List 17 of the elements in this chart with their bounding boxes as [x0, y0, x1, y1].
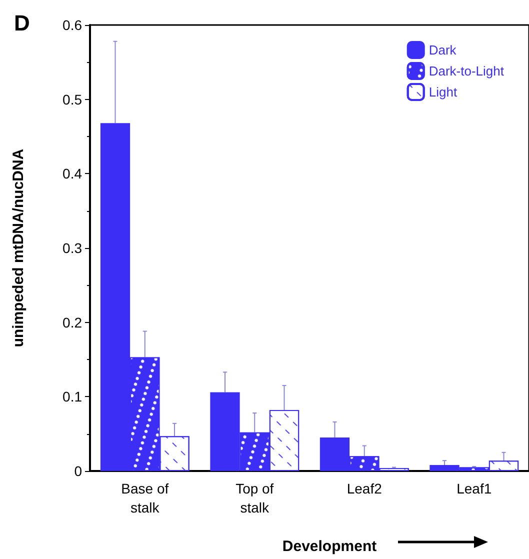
- y-tick-label: 0: [74, 463, 82, 479]
- x-axis-title: Development: [282, 538, 377, 555]
- legend-label: Dark: [428, 42, 457, 58]
- y-tick-label: 0.1: [62, 388, 82, 405]
- y-tick-label: 0.6: [62, 17, 82, 33]
- y-tick-label: 0.3: [62, 240, 82, 256]
- x-tick-label: Leaf2: [346, 480, 382, 496]
- text: D: [14, 10, 30, 36]
- x-tick-label: Leaf1: [456, 480, 492, 496]
- x-tick-label: Base of stalk: [121, 480, 169, 516]
- y-tick-label: 0.2: [62, 314, 82, 330]
- y-tick-label: 0.5: [62, 91, 82, 108]
- y-axis-title: unimpeded mtDNA/nucDNA: [10, 148, 27, 348]
- x-tick-label: Top of stalk: [236, 480, 274, 516]
- legend-label: Dark-to-Light: [428, 64, 504, 78]
- y-tick-label: 0.4: [62, 166, 82, 182]
- legend-label: Light: [428, 84, 458, 100]
